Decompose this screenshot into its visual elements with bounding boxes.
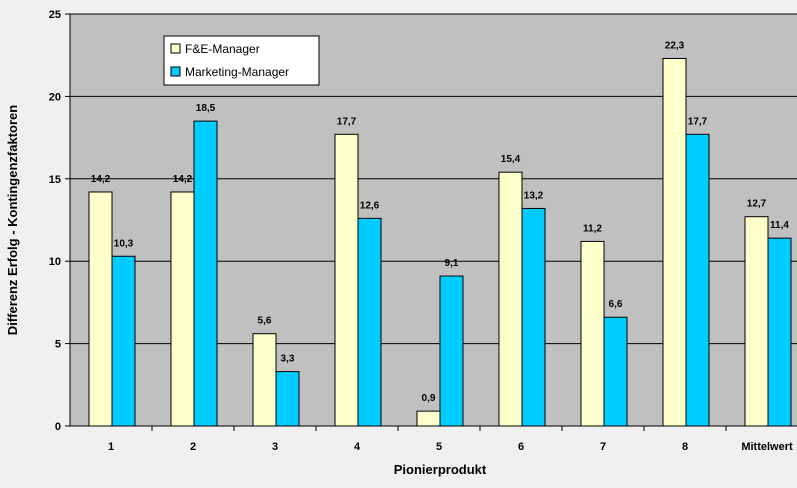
data-labels: 14,2 10,3 14,2 18,5 5,6 3,3 17,7 12,6 0,9 9,1 15,4…	[91, 40, 790, 404]
data-label: 12,7	[747, 199, 767, 210]
bar-fe-manager-6	[498, 171, 523, 427]
data-label: 14,2	[173, 174, 193, 185]
data-label: 11,4	[770, 220, 789, 231]
bar-marketing-manager-Mittelwert	[767, 237, 792, 427]
legend-label-marketing-manager: Marketing-Manager	[185, 65, 289, 79]
data-label: 11,2	[583, 223, 602, 234]
bar-marketing-manager-6	[521, 207, 546, 427]
data-label: 17,7	[688, 116, 708, 127]
bar-marketing-manager-3	[275, 371, 300, 427]
bar-fe-manager-5	[416, 410, 441, 427]
y-tick-label: 20	[49, 91, 61, 103]
legend-swatch-marketing-manager	[170, 66, 181, 77]
x-axis-title: Pionierprodukt	[394, 462, 487, 477]
bar-fe-manager-2	[170, 191, 195, 427]
x-tick-label: 5	[436, 441, 442, 453]
data-label: 0,9	[422, 393, 436, 404]
y-axis-title: Differenz Erfolg - Kontingenzfaktoren	[5, 105, 20, 335]
bar-fe-manager-3	[252, 333, 277, 427]
data-label: 18,5	[196, 103, 216, 114]
data-label: 17,7	[337, 116, 357, 127]
data-label: 12,6	[360, 200, 380, 211]
data-label: 6,6	[609, 299, 623, 310]
bar-marketing-manager-7	[603, 316, 628, 427]
x-tick-label: 2	[190, 441, 196, 453]
y-tick-label: 15	[49, 174, 61, 186]
bar-marketing-manager-8	[685, 133, 710, 427]
legend-swatch-fe-manager	[170, 43, 181, 54]
data-label: 14,2	[91, 174, 111, 185]
bar-fe-manager-4	[334, 133, 359, 427]
bar-marketing-manager-4	[357, 217, 382, 427]
y-tick-label: 25	[49, 9, 61, 21]
x-tick-label: Mittelwert	[741, 441, 793, 453]
x-tick-label: 1	[108, 441, 114, 453]
x-tick-label: 7	[600, 441, 606, 453]
legend-label-fe-manager: F&E-Manager	[185, 42, 260, 56]
bar-fe-manager-1	[88, 191, 113, 427]
data-label: 22,3	[665, 40, 685, 51]
x-tick-label: 8	[682, 441, 688, 453]
data-label: 5,6	[258, 316, 272, 327]
y-tick-label: 10	[49, 256, 61, 268]
bar-fe-manager-Mittelwert	[744, 216, 769, 427]
legend: F&E-Manager Marketing-Manager	[163, 35, 320, 86]
data-label: 15,4	[501, 154, 521, 165]
data-label: 9,1	[445, 258, 459, 269]
x-tick-label: 3	[272, 441, 278, 453]
x-tick-label: 4	[354, 441, 361, 453]
legend-box	[163, 35, 320, 86]
y-tick-label: 5	[55, 339, 61, 351]
bar-marketing-manager-2	[193, 120, 218, 427]
bar-marketing-manager-5	[439, 275, 464, 427]
x-tick-label: 6	[518, 441, 524, 453]
data-label: 13,2	[524, 190, 544, 201]
bar-fe-manager-7	[580, 240, 605, 427]
bars	[88, 57, 792, 427]
data-label: 10,3	[114, 238, 134, 249]
bar-marketing-manager-1	[111, 255, 136, 427]
y-tick-label: 0	[55, 421, 61, 433]
bar-fe-manager-8	[662, 57, 687, 427]
axes: 0 5 10 15 20 25 1 2 3 4 5 6 7 8 Mittelwert	[49, 9, 797, 453]
data-label: 3,3	[281, 354, 295, 365]
